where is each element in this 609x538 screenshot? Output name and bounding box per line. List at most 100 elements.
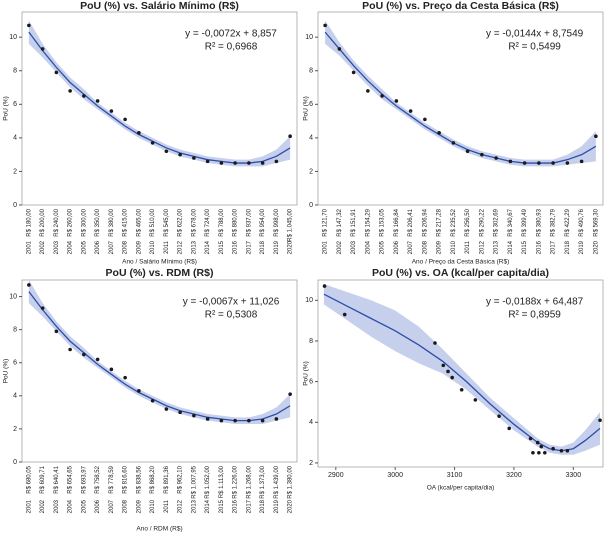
annotation: R² = 0,8959 [508,310,561,321]
x-tick-label: 2013 [494,240,500,254]
data-point [137,131,141,135]
data-point [233,418,237,423]
data-point [54,70,59,75]
x-tick-label: 2005 [81,499,87,513]
x-tick-label: 2018 [565,240,571,254]
x-tick-label: 2020 [593,240,599,254]
x-tick-label: 2004 [365,240,371,254]
fit-line [28,31,291,164]
data-point [565,448,570,453]
category-value-label: R$ 609,71 [40,465,46,493]
data-point [95,357,100,362]
data-point [408,109,413,113]
category-value-label: R$ 569,30 [593,208,599,236]
data-point [337,47,342,51]
category-value-label: R$ 724,00 [205,208,211,236]
chart-title: PoU (%) vs. OA (kcal/per capita/dia) [372,267,549,279]
x-tick-label: 2013 [191,499,197,513]
y-tick-label: 10 [305,297,313,304]
plot-frame [317,11,604,206]
category-value-label: R$ 962,10 [178,465,184,493]
data-point [109,367,114,372]
category-value-label: R$ 1.380,00 [288,465,294,498]
data-point [394,99,399,103]
data-point [537,161,541,165]
y-tick-label: 2 [309,460,313,467]
data-point [465,149,470,154]
x-tick-label: 3200 [506,472,522,479]
data-point [531,450,535,455]
y-tick-label: 8 [13,326,17,333]
category-value-label: R$ 206,94 [422,208,428,236]
confidence-band [325,20,596,167]
x-tick-label: 2015 [219,499,225,513]
data-point [551,161,555,165]
x-tick-label: 2005 [81,240,87,254]
category-value-label: R$ 235,52 [451,208,457,236]
data-point [288,134,292,138]
chart-title: PoU (%) vs. Salário Mínimo (R$) [80,0,239,12]
x-tick-label: 2014 [205,240,211,254]
y-tick-label: 4 [309,419,313,426]
y-tick-label: 0 [309,202,313,209]
category-value-label: R$ 937,00 [246,208,252,236]
annotation: R² = 0,5499 [508,42,561,53]
data-point [537,450,541,455]
category-value-label: R$ 290,22 [479,208,485,236]
x-tick-label: 2009 [136,240,142,254]
y-tick-label: 0 [13,202,17,209]
x-tick-label: 2019 [274,240,280,254]
data-point [27,283,31,287]
category-value-label: R$ 1.268,00 [246,465,252,498]
fit-line [323,293,601,452]
data-point [598,418,602,423]
data-point [178,410,182,415]
x-tick-label: 2017 [246,240,252,254]
data-point [323,23,327,28]
category-value-label: R$ 380,00 [109,208,115,236]
category-value-label: R$ 490,76 [579,208,585,236]
x-tick-label: 2016 [536,240,542,254]
x-axis-title: Ano / RDM (R$) [136,526,182,533]
data-point [480,152,484,157]
category-value-label: R$ 382,79 [551,208,557,236]
data-point [178,152,182,157]
category-value-label: R$ 350,00 [95,208,101,236]
y-tick-label: 4 [13,393,17,400]
annotation: y = -0,0188x + 64,487 [486,297,584,308]
x-tick-label: 2006 [95,499,101,513]
x-tick-label: 2014 [205,499,211,513]
y-tick-label: 10 [305,34,313,41]
x-tick-label: 2016 [233,240,239,254]
category-value-label: R$ 1.113,00 [219,465,225,498]
data-point [68,89,72,93]
category-value-label: R$ 954,00 [260,208,266,236]
data-point [497,414,501,418]
x-tick-label: 2003 [351,240,357,254]
x-tick-label: 2011 [164,499,170,513]
data-point [579,159,584,164]
category-value-label: R$ 693,97 [81,465,87,493]
confidence-band [28,280,291,424]
data-point [528,436,533,441]
x-tick-label: 2004 [68,499,74,513]
data-point [233,161,237,165]
y-tick-label: 8 [309,68,313,75]
x-tick-label: 3000 [387,472,403,479]
x-tick-label: 2008 [123,240,129,254]
x-tick-label: 2002 [40,240,46,254]
y-axis-title: PoU (%) [3,96,10,121]
x-tick-label: 2001 [26,499,32,513]
x-tick-label: 2020 [288,499,294,513]
y-tick-label: 2 [13,168,17,175]
confidence-band [323,284,601,455]
data-point [95,99,100,103]
annotation: R² = 0,5308 [205,310,258,321]
y-tick-label: 6 [13,101,17,108]
y-tick-label: 10 [9,34,17,41]
y-tick-label: 4 [13,135,17,142]
data-point [205,417,210,421]
annotation: y = -0,0067x + 11,026 [183,297,280,308]
x-tick-label: 2009 [136,499,142,513]
category-value-label: R$ 640,41 [54,465,60,493]
